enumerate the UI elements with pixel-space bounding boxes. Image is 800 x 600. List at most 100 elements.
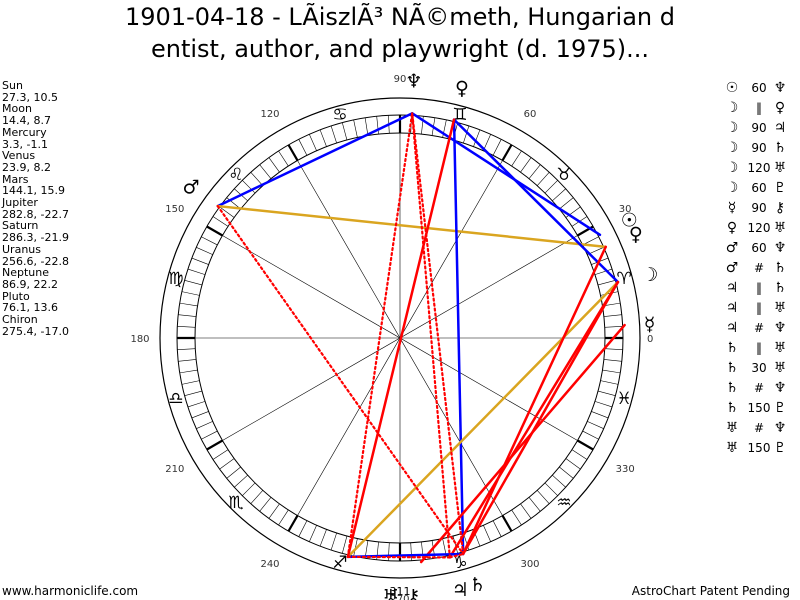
planet-name-moon: Moon (2, 102, 32, 116)
ring-tick (604, 348, 623, 350)
degree-label-270: 270 (390, 594, 409, 600)
ring-tick (559, 466, 574, 479)
aspect-line-moon-uranus (346, 280, 620, 559)
ring-major-tick (287, 144, 299, 162)
aspect-planet-2: ♃ (773, 120, 787, 136)
degree-label-210: 210 (165, 464, 184, 475)
ring-tick (298, 139, 308, 156)
ring-tick (528, 164, 541, 179)
ring-tick (353, 119, 358, 138)
aspect-type: 90 (751, 121, 767, 135)
aspect-row: ♃ # ♆ (725, 318, 795, 338)
footer-website[interactable]: www.harmoniclife.com (2, 584, 139, 598)
ring-tick (191, 411, 209, 419)
aspect-planet-1: ☽ (725, 120, 739, 136)
ring-major-tick (501, 514, 513, 532)
ring-tick (259, 164, 272, 179)
aspect-planet-1: ♂ (725, 260, 739, 276)
planet-name-saturn: Saturn (2, 219, 39, 233)
aspect-planet-2: ♄ (773, 280, 787, 296)
aspect-row: ♃ ‖ ♅ (725, 298, 795, 318)
planet-coords-moon: 14.4, 8.7 (2, 114, 51, 128)
zodiac-sign-icon: ♏ (228, 493, 243, 513)
planet-name-venus: Venus (2, 149, 36, 163)
ring-tick (602, 369, 621, 374)
footer-patent-note: AstroChart Patent Pending (631, 584, 790, 598)
planet-mars-icon: ♂ (182, 177, 199, 199)
ring-tick (319, 129, 327, 147)
degree-label-300: 300 (520, 559, 539, 570)
ring-tick (319, 529, 327, 547)
aspect-type: 90 (751, 201, 767, 215)
ring-tick (544, 482, 558, 496)
ring-tick (597, 279, 616, 286)
aspect-line-pluto-moon (452, 118, 620, 284)
ring-tick (191, 257, 209, 265)
zodiac-sign-icon: ♋ (332, 105, 347, 125)
ring-tick (565, 458, 581, 470)
aspect-line-neptune-sun (410, 112, 602, 237)
ring-tick (219, 206, 235, 218)
planet-coords-mars: 144.1, 15.9 (2, 184, 65, 198)
aspect-line-pluto-uranus (346, 118, 456, 559)
aspect-row: ♄ # ♆ (725, 378, 795, 398)
aspect-planet-2: ♇ (773, 180, 787, 196)
planet-coords-uranus: 256.6, -22.8 (2, 254, 69, 268)
ring-tick (520, 157, 532, 173)
aspect-row: ♅ 150 ♇ (725, 438, 795, 458)
aspect-planet-1: ♅ (725, 420, 739, 436)
planet-coords-neptune: 86.9, 22.2 (2, 277, 58, 291)
ring-tick (178, 359, 197, 362)
ring-tick (594, 268, 613, 275)
ring-tick (591, 411, 609, 419)
aspect-planet-1: ☽ (725, 180, 739, 196)
ring-tick (483, 525, 491, 542)
planet-coords-pluto: 76.1, 13.6 (2, 301, 58, 315)
aspect-line-venus-saturn (461, 245, 607, 556)
ring-tick (565, 206, 581, 218)
aspect-row: ♀ 120 ♅ (725, 218, 795, 238)
aspect-planet-1: ♃ (725, 320, 739, 336)
aspect-planet-1: ☽ (725, 160, 739, 176)
aspect-type: 60 (751, 241, 767, 255)
aspect-line-mars-saturn (216, 204, 465, 556)
planet-neptune-icon: ♆ (405, 70, 422, 92)
ring-tick (364, 117, 369, 136)
ring-tick (298, 520, 308, 537)
ring-tick (511, 150, 522, 167)
ring-tick (603, 314, 622, 317)
ring-tick (559, 197, 574, 210)
ring-tick (463, 125, 470, 144)
aspect-type: 60 (751, 81, 767, 95)
planet-sun-icon: ☉ (621, 210, 638, 232)
planet-uranus-icon: ♅ (382, 586, 399, 600)
ring-tick (452, 535, 459, 554)
ring-tick (341, 122, 348, 141)
degree-label-240: 240 (260, 559, 279, 570)
aspect-planet-2: ♇ (773, 440, 787, 456)
planet-name-mercury: Mercury (2, 125, 47, 139)
ring-tick (177, 326, 196, 328)
degree-label-30: 30 (619, 204, 632, 215)
ring-tick (473, 129, 481, 147)
aspect-type: # (753, 381, 765, 395)
ring-tick (268, 157, 280, 173)
ring-major-tick (287, 514, 299, 532)
ring-tick (597, 390, 616, 397)
ring-tick (604, 326, 623, 328)
planet-pluto-icon: ♀ (455, 78, 469, 100)
ring-major-tick (501, 144, 513, 162)
aspect-line-mercury-chiron (419, 323, 626, 564)
ring-tick (179, 369, 198, 374)
ring-tick (278, 509, 289, 526)
aspect-line-moon-saturn (461, 280, 620, 556)
aspect-type: ‖ (756, 101, 762, 115)
ring-tick (600, 380, 619, 385)
ring-major-tick (206, 439, 224, 451)
ring-tick (341, 535, 348, 554)
ring-tick (552, 188, 566, 202)
ring-tick (594, 401, 613, 408)
zodiac-sign-icon: ♑ (452, 553, 467, 573)
ring-tick (181, 291, 200, 296)
